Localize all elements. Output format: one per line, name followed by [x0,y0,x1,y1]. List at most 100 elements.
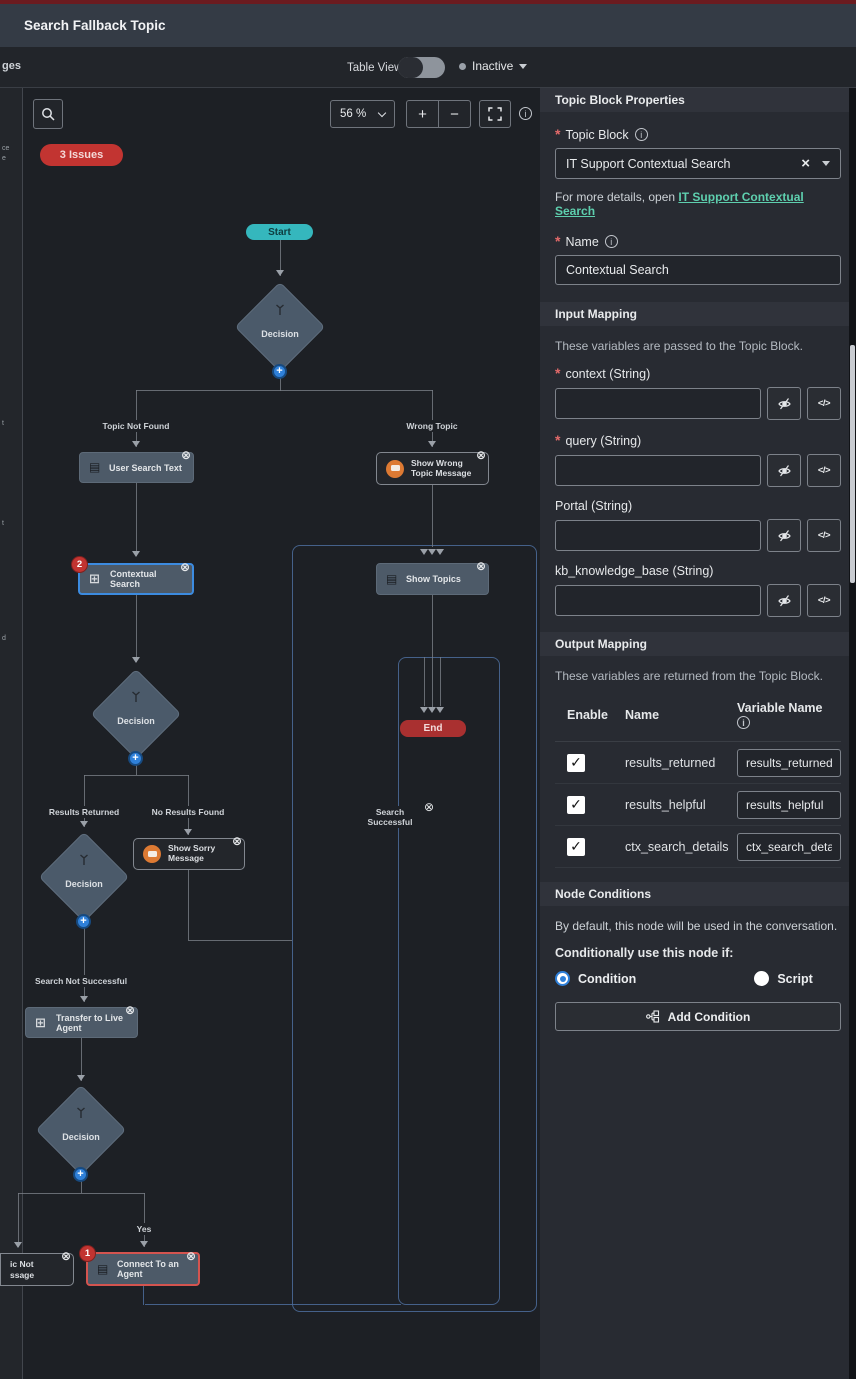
decision-node-1[interactable]: Decision [234,281,326,373]
eye-slash-icon [777,465,791,477]
status-dropdown[interactable]: Inactive [459,59,528,73]
node-user-search-text[interactable]: ▤ User Search Text ⊗ [79,448,194,483]
condition-radio-label[interactable]: Condition [578,971,637,986]
topic-block-link[interactable]: IT Support Contextual Search [555,190,804,218]
clipped-text: t [2,420,4,427]
fullscreen-button[interactable] [479,100,511,128]
canvas-left-border [22,88,23,1379]
decision-node-3[interactable]: Decision [38,831,130,923]
delete-node-icon[interactable]: ⊗ [179,560,190,574]
data-pill-button[interactable] [767,584,801,617]
delete-node-icon[interactable]: ⊗ [180,448,191,462]
node-show-sorry-message[interactable]: Show Sorry Message ⊗ [133,834,245,870]
decision-node-2[interactable]: Decision [90,668,182,760]
node-contextual-search[interactable]: 2 ⊞ Contextual Search ⊗ [71,556,194,595]
panel-title: Topic Block Properties [540,88,856,112]
scrollbar-track[interactable] [849,88,856,1379]
zoom-level-select[interactable]: 56 % [330,100,395,128]
start-node[interactable]: Start [246,224,313,240]
kb-knowledge-base-input[interactable] [555,585,761,616]
arrowhead-icon [428,549,436,555]
add-node-button[interactable]: + [76,914,91,929]
output-name: results_returned [625,755,716,770]
flow-route [292,545,537,1312]
variable-name-input[interactable] [737,790,841,819]
toggle-knob [398,57,423,78]
query-input[interactable] [555,455,761,486]
node-label: Show Sorry Message [168,843,216,863]
delete-node-icon[interactable]: ⊗ [475,448,486,462]
canvas-search-button[interactable] [33,99,63,129]
diamond-shape [38,831,130,923]
data-pill-button[interactable] [767,387,801,420]
flow-edge [280,240,281,276]
delete-node-icon[interactable]: ⊗ [60,1249,71,1263]
end-node[interactable]: End [400,720,466,737]
code-icon: </> [817,530,831,541]
conditionally-use-text: Conditionally use this node if: [555,946,734,960]
column-enable: Enable [567,708,608,722]
column-name: Name [625,708,660,722]
canvas-info-icon[interactable] [519,107,532,120]
add-node-button[interactable]: + [272,364,287,379]
enable-checkbox[interactable] [567,837,585,856]
zoom-in-button[interactable]: + [406,100,439,128]
flow-edge [81,1180,82,1193]
name-input[interactable] [555,255,841,285]
portal-input[interactable] [555,520,761,551]
message-icon [386,459,404,478]
arrowhead-icon [420,549,428,555]
script-editor-button[interactable]: </> [807,519,841,552]
branch-icon [235,303,325,321]
arrowhead-icon [428,441,436,447]
add-node-button[interactable]: + [128,751,143,766]
topic-block-select[interactable]: IT Support Contextual Search × [555,148,841,179]
info-icon[interactable] [634,127,648,141]
script-radio[interactable] [754,971,770,986]
branch-label: Topic Not Found [86,420,186,432]
remove-branch-icon[interactable]: ⊗ [424,800,435,814]
node-transfer-to-live-agent[interactable]: ⊞ Transfer to Live Agent ⊗ [25,1003,138,1038]
flow-edge [188,940,292,941]
delete-node-icon[interactable]: ⊗ [475,559,486,573]
data-pill-button[interactable] [767,519,801,552]
condition-radio[interactable] [555,971,570,986]
branch-label: Search Successful [352,806,428,828]
info-icon[interactable] [604,234,618,248]
delete-node-icon[interactable]: ⊗ [231,834,242,848]
flow-route [143,1286,144,1305]
data-pill-button[interactable] [767,454,801,487]
clipped-tab-label[interactable]: ges [2,60,21,72]
node-connect-to-an-agent[interactable]: 1 ▤ Connect To an Agent ⊗ [79,1245,200,1286]
variable-name-input[interactable] [737,832,841,861]
info-icon[interactable] [737,716,750,729]
node-show-wrong-topic-message[interactable]: Show Wrong Topic Message ⊗ [376,448,489,485]
context-input[interactable] [555,388,761,419]
zoom-out-button[interactable]: − [438,100,471,128]
node-clipped-message[interactable]: ic Not ssage ⊗ [0,1249,74,1286]
enable-checkbox[interactable] [567,795,585,814]
variable-name-input[interactable] [737,748,841,777]
script-radio-label[interactable]: Script [777,971,813,986]
add-node-button[interactable]: + [73,1167,88,1182]
delete-node-icon[interactable]: ⊗ [124,1003,135,1017]
add-condition-button[interactable]: Add Condition [555,1002,841,1031]
node-show-topics[interactable]: ▤ Show Topics ⊗ [376,559,489,595]
clear-icon[interactable]: × [801,155,810,172]
script-editor-button[interactable]: </> [807,387,841,420]
chevron-down-icon [822,161,830,166]
script-editor-button[interactable]: </> [807,454,841,487]
table-view-toggle[interactable] [398,57,445,78]
clipped-text: t [2,520,4,527]
node-conditions-default-text: By default, this node will be used in th… [555,919,838,933]
decision-node-4[interactable]: Decision [35,1084,127,1176]
delete-node-icon[interactable]: ⊗ [185,1249,196,1263]
arrowhead-icon [420,707,428,713]
flow-edge [84,775,189,776]
node-label: Show Wrong Topic Message [411,457,472,478]
issues-badge[interactable]: 3 Issues [40,144,123,166]
scrollbar-thumb[interactable] [850,345,855,583]
arrowhead-icon [428,707,436,713]
script-editor-button[interactable]: </> [807,584,841,617]
enable-checkbox[interactable] [567,753,585,772]
